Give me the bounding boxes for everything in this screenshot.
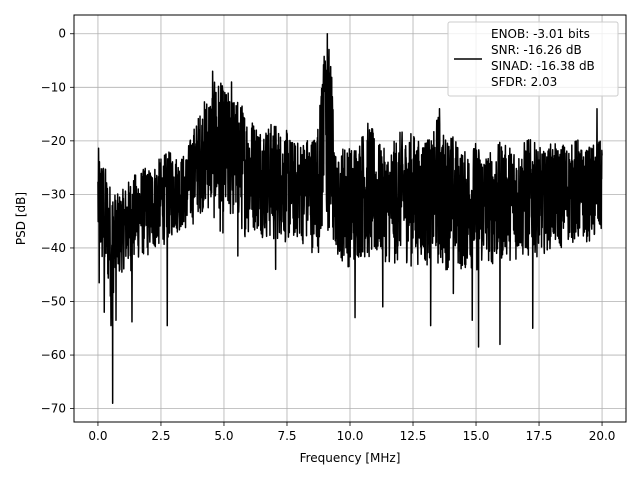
legend-sfdr: SFDR: 2.03: [491, 75, 557, 89]
y-tick-label: −30: [41, 187, 66, 201]
legend-box: [447, 21, 619, 97]
y-tick-label: −50: [41, 295, 66, 309]
x-tick-label: 15.0: [463, 429, 490, 443]
legend-sinad: SINAD: -16.38 dB: [491, 59, 595, 73]
x-tick-label: 17.5: [526, 429, 553, 443]
y-axis-label: PSD [dB]: [14, 192, 28, 245]
series-layer: [97, 32, 603, 405]
x-tick-label: 12.5: [400, 429, 427, 443]
psd-series-line: [97, 32, 603, 405]
legend-enob: ENOB: -3.01 bits: [491, 27, 590, 41]
y-tick-label: −10: [41, 80, 66, 94]
y-tick-label: −70: [41, 402, 66, 416]
x-tick-label: 10.0: [337, 429, 364, 443]
y-tick-label: −60: [41, 348, 66, 362]
x-tick-label: 20.0: [589, 429, 616, 443]
x-axis-label: Frequency [MHz]: [300, 451, 401, 465]
x-axis-ticks: 0.0 2.5 5.0 7.5 10.0 12.5 15.0 17.5 20.0: [88, 422, 615, 443]
x-tick-label: 0.0: [88, 429, 107, 443]
x-tick-label: 5.0: [214, 429, 233, 443]
y-tick-label: −20: [41, 134, 66, 148]
y-tick-label: −40: [41, 241, 66, 255]
legend: ENOB: -3.01 bits SNR: -16.26 dB SINAD: -…: [447, 21, 619, 97]
x-tick-label: 2.5: [151, 429, 170, 443]
y-tick-label: 0: [58, 27, 66, 41]
y-axis-ticks: 0 −10 −20 −30 −40 −50 −60 −70: [41, 27, 74, 416]
legend-snr: SNR: -16.26 dB: [491, 43, 582, 57]
x-tick-label: 7.5: [277, 429, 296, 443]
